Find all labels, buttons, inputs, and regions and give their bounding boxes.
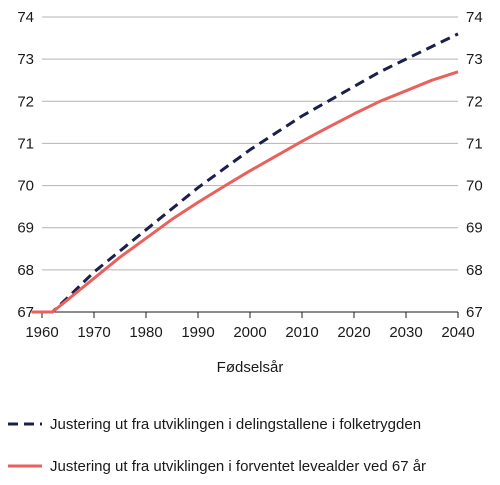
y-axis-right: 67 68 69 70 71 72 73 74 [466, 9, 483, 321]
y-tick-label-right: 71 [466, 135, 483, 152]
y-tick-label-left: 71 [17, 135, 34, 152]
x-axis: 1960 1970 1980 1990 2000 2010 2020 2030 2040 [25, 311, 475, 341]
y-tick-label-right: 68 [466, 262, 483, 279]
y-tick-label-right: 74 [466, 9, 483, 26]
y-tick-label-right: 69 [466, 220, 483, 237]
x-axis-title: Fødselsår [217, 359, 284, 376]
series-line-1 [31, 32, 459, 314]
y-tick-label-right: 73 [466, 51, 483, 68]
x-tick-label: 1970 [77, 324, 110, 341]
y-axis-left: 67 68 69 70 71 72 73 74 [17, 9, 34, 321]
x-tick-label: 1980 [129, 324, 162, 341]
y-tick-label-right: 70 [466, 178, 483, 195]
x-tick-label: 2030 [389, 324, 422, 341]
y-tick-label-right: 67 [466, 304, 483, 321]
x-tick-label: 1960 [25, 324, 58, 341]
x-tick-label: 2010 [285, 324, 318, 341]
series-line-2 [31, 70, 459, 314]
x-tick-label: 2000 [233, 324, 266, 341]
x-tick-label: 2020 [337, 324, 370, 341]
y-tick-label-right: 72 [466, 93, 483, 110]
series-lines [31, 32, 459, 314]
y-tick-label-left: 70 [17, 178, 34, 195]
x-tick-label: 2040 [441, 324, 474, 341]
legend-label-2: Justering ut fra utviklingen i forventet… [50, 458, 426, 475]
gridlines [42, 16, 458, 313]
y-tick-label-left: 73 [17, 51, 34, 68]
y-tick-label-left: 67 [17, 304, 34, 321]
y-tick-label-left: 68 [17, 262, 34, 279]
x-tick-label: 1990 [181, 324, 214, 341]
legend-label-1: Justering ut fra utviklingen i delingsta… [50, 416, 421, 433]
y-tick-label-left: 69 [17, 220, 34, 237]
y-tick-label-left: 72 [17, 93, 34, 110]
y-tick-label-left: 74 [17, 9, 34, 26]
legend: Justering ut fra utviklingen i delingsta… [8, 416, 426, 475]
